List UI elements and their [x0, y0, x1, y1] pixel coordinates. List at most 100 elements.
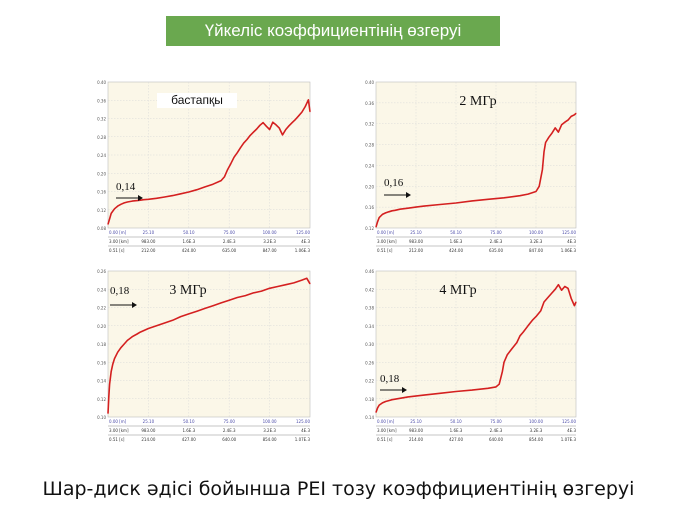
data-point: [570, 115, 572, 117]
y-tick-label: 0.16: [97, 360, 106, 365]
condition-label: 4 МГр: [439, 283, 476, 298]
data-point: [548, 296, 550, 297]
data-point: [265, 125, 267, 127]
axis-row-label: 2.4E.3: [490, 428, 503, 433]
y-tick-label: 0.40: [365, 80, 374, 85]
y-tick-label: 0.24: [365, 163, 374, 168]
y-tick-label: 0.40: [97, 80, 106, 85]
x-tick-label: 100.00: [263, 419, 277, 424]
data-point: [309, 111, 311, 113]
data-point: [143, 199, 145, 201]
annotation-value: 0,16: [384, 177, 404, 189]
data-point: [269, 129, 271, 130]
axis-row-label: 1.6E.3: [182, 428, 195, 433]
data-point: [538, 185, 540, 187]
data-point: [262, 122, 264, 124]
axis-row-label: 3.2E.3: [530, 239, 543, 244]
axis-row-label: 4E.3: [301, 428, 310, 433]
data-point: [298, 115, 300, 117]
condition-label: 3 МГр: [169, 283, 206, 298]
axis-row-label: 983.00: [141, 428, 155, 433]
y-tick-label: 0.24: [97, 287, 106, 292]
y-tick-label: 0.22: [365, 379, 374, 384]
label-background: [157, 93, 237, 108]
data-point: [519, 335, 521, 337]
data-point: [291, 122, 293, 124]
data-point: [495, 386, 497, 388]
data-point: [180, 193, 182, 195]
y-tick-label: 0.32: [365, 122, 374, 127]
friction-curve: [375, 112, 577, 228]
annotation-value: 0,18: [110, 285, 130, 297]
data-point: [564, 286, 566, 287]
data-point: [573, 305, 575, 307]
data-point: [277, 286, 279, 287]
data-point: [272, 121, 274, 123]
axis-row-label: 3.00 [km]: [109, 239, 129, 244]
data-point: [545, 142, 547, 143]
axis-row-label: 1.6E.3: [450, 239, 463, 244]
data-point: [543, 301, 545, 303]
data-point: [117, 205, 119, 207]
data-point: [196, 189, 198, 191]
data-point: [285, 129, 287, 130]
data-point: [139, 331, 141, 333]
data-point: [188, 191, 190, 193]
axis-row-label: 847.00: [263, 248, 277, 253]
data-point: [139, 199, 141, 201]
data-point: [117, 351, 119, 353]
x-tick-label: 25.10: [143, 230, 155, 235]
y-tick-label: 0.12: [365, 226, 374, 231]
annotation-arrow-head: [402, 387, 407, 393]
data-point: [110, 370, 112, 372]
data-point: [391, 210, 393, 212]
data-point: [511, 348, 513, 350]
data-point: [120, 347, 122, 349]
data-point: [532, 319, 534, 321]
axis-row-label: 3.00 [km]: [109, 428, 129, 433]
y-tick-label: 0.08: [97, 226, 106, 231]
axis-row-label: 2.4E.3: [490, 239, 503, 244]
y-tick-label: 0.18: [97, 342, 106, 347]
x-tick-label: 125.00: [296, 230, 310, 235]
data-point: [249, 134, 251, 136]
data-point: [503, 361, 505, 363]
x-tick-label: 50.10: [183, 230, 195, 235]
axis-row-label: 3.2E.3: [263, 428, 276, 433]
x-tick-label: 125.00: [562, 419, 576, 424]
y-tick-label: 0.46: [365, 269, 374, 274]
data-point: [164, 196, 166, 198]
x-tick-label: 125.00: [296, 419, 310, 424]
annotation-arrow-head: [132, 302, 137, 308]
data-point: [561, 289, 563, 291]
axis-row-label: 427.00: [182, 437, 196, 442]
data-point: [126, 201, 128, 203]
data-point: [564, 121, 566, 123]
x-tick-label: 100.00: [529, 419, 543, 424]
condition-label: 2 МГр: [459, 94, 496, 109]
data-point: [471, 389, 473, 391]
data-point: [375, 411, 377, 413]
data-point: [543, 151, 545, 153]
data-point: [246, 139, 248, 140]
chart-4mgy: 0.46 0.42 0.38 0.34 0.30 0.26 0.22 0.18 0.140.00…: [365, 269, 577, 442]
data-point: [557, 131, 559, 133]
chart-panel-3mgy: 0.26 0.24 0.22 0.20 0.18 0.16 0.14 0.12 0.10 0.00…: [92, 267, 312, 452]
annotation-arrow-head: [406, 192, 411, 198]
data-point: [439, 204, 441, 205]
y-tick-label: 0.22: [97, 306, 106, 311]
axis-row-label: 635.00: [489, 248, 503, 253]
axis-row-label: 1.6E.3: [450, 428, 463, 433]
data-point: [551, 132, 553, 134]
data-point: [227, 169, 229, 171]
data-point: [487, 198, 489, 200]
y-tick-label: 0.36: [97, 98, 106, 103]
data-point: [107, 412, 109, 414]
data-point: [285, 284, 287, 286]
data-point: [295, 118, 296, 120]
data-point: [391, 399, 393, 401]
data-point: [516, 342, 518, 344]
y-tick-label: 0.20: [97, 324, 106, 329]
x-tick-label: 25.10: [143, 419, 155, 424]
data-point: [306, 277, 308, 279]
